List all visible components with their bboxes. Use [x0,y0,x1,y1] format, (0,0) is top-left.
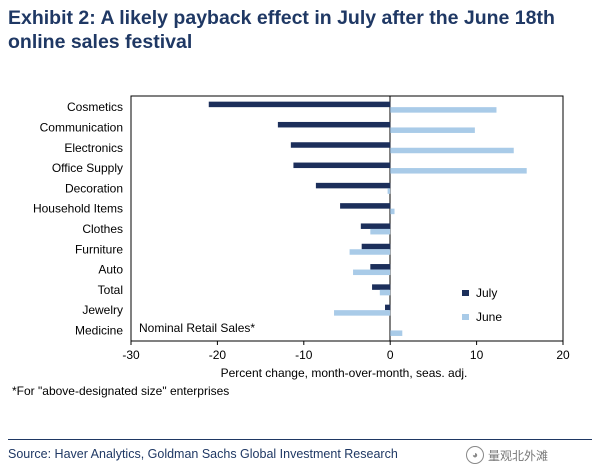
x-tick-label: -30 [122,348,140,362]
category-label: Electronics [64,141,123,155]
category-label: Communication [40,120,123,134]
bar-july [372,284,391,290]
bar-june [390,107,497,113]
divider [8,439,592,440]
footnote: *For "above-designated size" enterprises [12,384,230,398]
legend-label-june: June [476,310,502,324]
category-label: Decoration [65,181,123,195]
bar-chart: Cosmetics Communication Electronics Office … [33,95,570,380]
bar-june [379,289,391,296]
x-tick-label: 20 [556,348,570,362]
bar-june [390,127,475,133]
category-label: Jewelry [82,303,123,317]
x-tick-label: -20 [209,348,227,362]
chart-annotation: Nominal Retail Sales* [139,321,255,335]
bar-june [353,269,391,276]
category-label: Clothes [82,222,123,236]
bar-july [290,142,391,148]
category-label: Total [98,283,123,297]
x-tick-label: 0 [387,348,394,362]
bar-july [360,223,391,229]
category-label: Auto [98,263,123,277]
plot-area [130,95,564,342]
x-tick-label: -10 [295,348,313,362]
bar-july [385,304,391,311]
wechat-icon: ◕ [466,446,484,464]
bar-july [277,121,391,128]
bar-june [390,147,514,154]
bar-june [387,188,391,194]
category-label: Medicine [75,323,123,337]
legend-swatch-july [462,290,469,296]
category-label: Household Items [33,202,123,216]
bar-july [315,182,391,189]
bar-june [334,310,391,316]
x-axis-label: Percent change, month-over-month, seas. … [221,366,468,380]
legend: July June [462,286,502,324]
category-label: Furniture [75,242,123,256]
bar-july [370,264,391,270]
category-label: Office Supply [52,161,123,175]
bar-june [390,208,395,215]
bar-july [340,203,391,209]
watermark-badge: ◕ 量观北外滩 [466,444,596,466]
source-note: Source: Haver Analytics, Goldman Sachs G… [8,447,398,461]
category-label: Cosmetics [67,100,123,114]
bar-july [361,243,391,250]
watermark-badge-text: 量观北外滩 [488,448,549,463]
chart-title: Exhibit 2: A likely payback effect in Ju… [8,7,555,53]
legend-swatch-june [462,314,469,320]
bar-june [390,330,403,336]
bar-july [293,162,391,169]
bar-june [349,249,391,255]
legend-label-july: July [476,286,497,300]
bar-june [390,168,527,174]
x-tick-label: 10 [470,348,484,362]
bar-july [208,101,391,108]
bar-june [370,228,391,235]
